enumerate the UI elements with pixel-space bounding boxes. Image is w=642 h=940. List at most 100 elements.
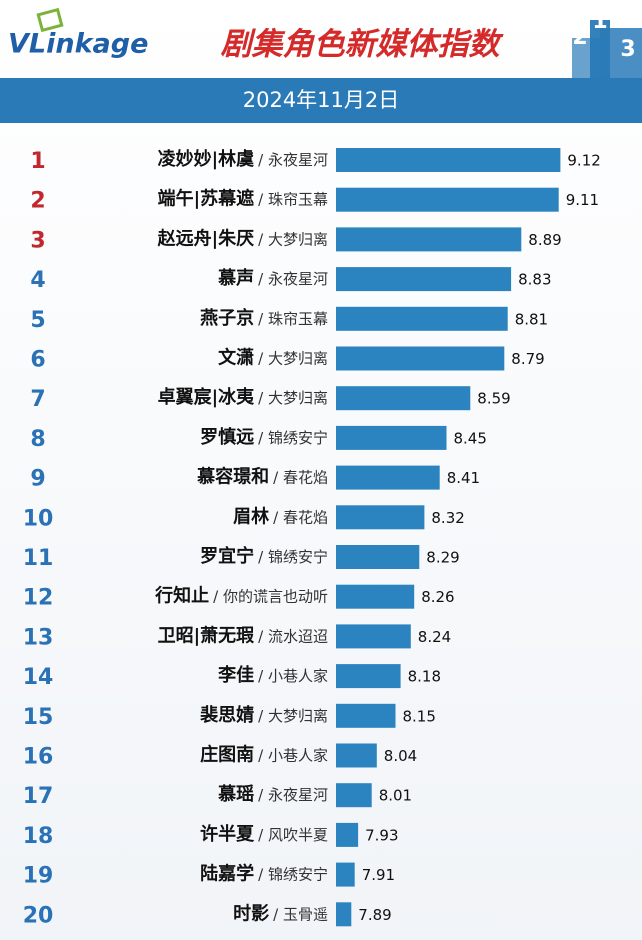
row-label: 卓翼宸|冰夷 / 大梦归离 xyxy=(158,386,328,408)
chart-title: 剧集角色新媒体指数 xyxy=(221,27,505,63)
rank: 19 xyxy=(23,864,54,889)
character-name: 许半夏 xyxy=(200,823,255,845)
drama-name: / 小巷人家 xyxy=(258,746,328,764)
character-name: 凌妙妙|林虞 xyxy=(158,148,255,170)
podium-block xyxy=(590,20,610,80)
row-label: 慕容璟和 / 春花焰 xyxy=(197,466,328,488)
bar xyxy=(336,505,425,530)
character-name: 时影 xyxy=(233,903,269,924)
bar xyxy=(336,227,522,252)
rank: 10 xyxy=(23,506,54,531)
drama-name: / 春花焰 xyxy=(273,468,328,486)
character-name: 李佳 xyxy=(217,664,254,686)
value-label: 8.26 xyxy=(421,588,454,606)
drama-name: / 锦绣安宁 xyxy=(258,428,328,446)
drama-name: / 永夜星河 xyxy=(258,151,328,169)
rank: 7 xyxy=(30,387,45,412)
drama-name: / 永夜星河 xyxy=(258,786,328,804)
value-label: 8.18 xyxy=(408,668,441,686)
rank: 6 xyxy=(30,348,45,373)
value-label: 8.15 xyxy=(403,707,436,725)
row-label: 裴思婧 / 大梦归离 xyxy=(199,704,328,726)
row-label: 庄图南 / 小巷人家 xyxy=(200,744,328,766)
value-label: 7.93 xyxy=(365,826,398,844)
drama-name: / 大梦归离 xyxy=(258,349,328,367)
subtitle-band xyxy=(0,78,642,123)
row-label: 李佳 / 小巷人家 xyxy=(217,664,328,686)
value-label: 8.24 xyxy=(418,628,451,646)
bar xyxy=(336,148,561,172)
character-name: 罗宜宁 xyxy=(200,545,254,567)
value-label: 8.59 xyxy=(477,390,510,408)
bar xyxy=(336,703,396,728)
character-name: 庄图南 xyxy=(200,744,254,766)
rank: 3 xyxy=(30,228,45,253)
drama-name: / 小巷人家 xyxy=(258,667,328,685)
character-name: 慕声 xyxy=(218,267,254,289)
row-label: 慕瑶 / 永夜星河 xyxy=(218,784,328,805)
drama-name: / 锦绣安宁 xyxy=(258,548,328,566)
value-label: 7.91 xyxy=(362,866,395,884)
rank: 16 xyxy=(23,745,54,770)
row-label: 卫昭|萧无瑕 / 流水迢迢 xyxy=(158,625,328,646)
drama-name: / 锦绣安宁 xyxy=(258,865,328,883)
logo: VLinkage xyxy=(8,29,148,60)
bar xyxy=(336,306,508,331)
row-label: 眉林 / 春花焰 xyxy=(233,505,328,527)
row-label: 慕声 / 永夜星河 xyxy=(218,267,328,289)
rank: 9 xyxy=(30,467,45,492)
drama-name: / 风吹半夏 xyxy=(258,825,328,843)
bar xyxy=(336,902,352,927)
podium-label: 2 xyxy=(572,25,587,50)
bar xyxy=(336,545,420,569)
bar xyxy=(336,743,377,768)
rank: 14 xyxy=(23,665,54,690)
podium-label: 3 xyxy=(620,37,635,62)
rank: 13 xyxy=(23,625,54,650)
value-label: 9.12 xyxy=(567,152,600,170)
value-label: 8.32 xyxy=(431,509,464,527)
drama-name: / 大梦归离 xyxy=(258,230,328,248)
drama-name: / 珠帘玉幕 xyxy=(258,190,328,208)
rank: 18 xyxy=(23,824,54,849)
rank: 5 xyxy=(30,308,45,333)
logo-mark xyxy=(36,7,64,33)
row-label: 赵远舟|朱厌 / 大梦归离 xyxy=(157,227,328,249)
character-name: 陆嘉学 xyxy=(200,863,254,885)
character-name: 端午|苏幕遮 xyxy=(158,188,255,210)
value-label: 8.79 xyxy=(511,350,544,368)
rank: 17 xyxy=(23,784,54,809)
drama-name: / 大梦归离 xyxy=(258,389,328,407)
value-label: 8.45 xyxy=(454,429,487,447)
rank: 12 xyxy=(23,586,54,611)
value-label: 8.89 xyxy=(528,231,561,249)
value-label: 8.01 xyxy=(379,787,412,805)
bar xyxy=(336,664,401,689)
bar xyxy=(336,862,355,887)
drama-name: / 你的谎言也动听 xyxy=(213,587,328,605)
character-name: 裴思婧 xyxy=(199,704,254,726)
rank: 1 xyxy=(30,149,45,174)
drama-name: / 大梦归离 xyxy=(258,706,328,724)
row-label: 许半夏 / 风吹半夏 xyxy=(200,823,328,845)
value-label: 8.83 xyxy=(518,271,551,289)
value-label: 7.89 xyxy=(358,906,391,924)
podium-label: 1 xyxy=(592,9,607,34)
subtitle: 2024年11月2日 xyxy=(243,88,400,112)
bar xyxy=(336,584,415,609)
value-label: 8.41 xyxy=(447,469,480,487)
character-name: 燕子京 xyxy=(200,307,254,329)
character-name: 赵远舟|朱厌 xyxy=(157,227,255,249)
drama-name: / 流水迢迢 xyxy=(258,627,328,645)
character-name: 罗慎远 xyxy=(200,426,254,448)
drama-name: / 珠帘玉幕 xyxy=(258,309,328,327)
value-label: 8.81 xyxy=(515,310,548,328)
row-label: 文潇 / 大梦归离 xyxy=(218,347,328,369)
row-label: 罗慎远 / 锦绣安宁 xyxy=(200,426,328,448)
rank: 11 xyxy=(23,546,54,571)
character-name: 行知止 xyxy=(154,585,209,607)
value-label: 9.11 xyxy=(566,191,599,209)
bar xyxy=(336,187,559,212)
character-name: 卓翼宸|冰夷 xyxy=(158,386,256,408)
